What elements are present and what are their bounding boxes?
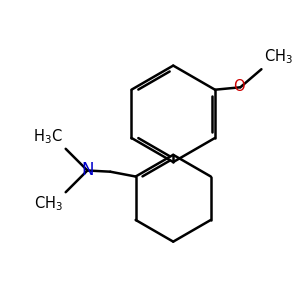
Text: CH$_3$: CH$_3$ bbox=[34, 195, 63, 213]
Text: O: O bbox=[233, 79, 245, 94]
Text: CH$_3$: CH$_3$ bbox=[264, 47, 293, 66]
Text: H$_3$C: H$_3$C bbox=[33, 128, 63, 146]
Text: N: N bbox=[81, 161, 94, 179]
